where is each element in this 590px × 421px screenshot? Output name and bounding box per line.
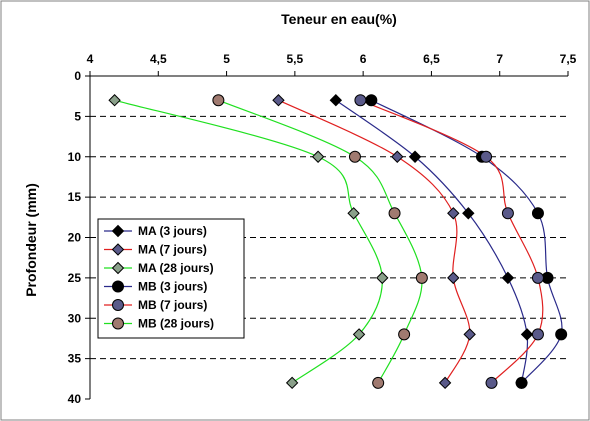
x-tick-label-0: 4	[87, 52, 94, 66]
legend-marker-3	[112, 280, 124, 293]
legend-label-0: MA (3 jours)	[138, 224, 207, 238]
legend-marker-0	[111, 224, 125, 238]
data-point-s5-2	[388, 207, 401, 220]
data-point-s5-4	[398, 328, 411, 341]
x-tick-label-2: 5	[223, 52, 230, 66]
x-tick-label-1: 4,5	[150, 52, 167, 66]
data-point-s1-4	[463, 328, 476, 341]
legend-label-5: MB (28 jours)	[138, 317, 214, 331]
data-point-s4-3	[531, 271, 544, 284]
legend-marker-1	[111, 243, 125, 256]
data-point-s4-1	[480, 150, 493, 163]
y-tick-label-4: 20	[68, 231, 82, 245]
x-tick-label-3: 5,5	[287, 52, 304, 66]
legend-label-1: MA (7 jours)	[138, 243, 207, 257]
data-point-s4-5	[485, 376, 498, 389]
data-point-s3-2	[531, 207, 544, 220]
legend-marker-5	[112, 317, 124, 330]
legend-marker-2	[111, 261, 125, 275]
data-point-s2-4	[352, 328, 366, 341]
legend-label-3: MB (3 jours)	[138, 280, 207, 294]
y-tick-label-2: 10	[68, 150, 82, 164]
data-point-s0-4	[520, 328, 534, 341]
data-point-s4-2	[501, 207, 514, 220]
data-point-s4-4	[531, 328, 544, 341]
legend-box	[97, 218, 245, 339]
data-point-s1-5	[438, 376, 452, 390]
y-tick-label-1: 5	[74, 109, 81, 123]
data-point-s3-5	[515, 376, 528, 389]
legend-marker-4	[112, 299, 124, 311]
data-point-s0-1	[408, 150, 422, 163]
x-tick-label-7: 7,5	[560, 52, 577, 66]
data-point-s3-4	[555, 328, 568, 341]
data-point-s5-1	[348, 150, 361, 163]
legend-label-2: MA (28 jours)	[138, 261, 214, 275]
data-point-s5-3	[415, 271, 428, 284]
y-tick-label-3: 15	[68, 190, 82, 204]
y-tick-label-7: 35	[68, 352, 82, 366]
data-point-s2-3	[376, 271, 389, 285]
data-point-s1-3	[447, 271, 460, 285]
data-point-s2-1	[311, 150, 325, 163]
x-tick-label-5: 6,5	[423, 52, 440, 66]
x-tick-label-4: 6	[360, 52, 367, 66]
y-tick-label-0: 0	[74, 69, 81, 83]
data-point-s1-1	[391, 150, 404, 163]
data-point-s2-0	[108, 94, 121, 107]
data-point-s0-0	[329, 94, 343, 107]
data-point-s4-0	[354, 94, 367, 107]
y-tick-label-8: 40	[68, 392, 82, 406]
x-tick-labels: 4 4,5 5 5,5 6 6,5 7 7,5	[87, 52, 577, 66]
x-tick-label-6: 7	[496, 52, 503, 66]
y-tick-label-5: 25	[68, 271, 82, 285]
y-tick-labels: 0 5 10 15 20 25 30 35 40	[68, 69, 82, 406]
data-point-s2-2	[347, 207, 360, 220]
legend-label-4: MB (7 jours)	[138, 298, 207, 312]
data-point-s2-5	[285, 376, 299, 390]
y-axis-title: Profondeur (mm)	[23, 183, 39, 297]
data-point-s1-0	[272, 94, 285, 107]
axes	[85, 71, 569, 400]
x-axis-title: Teneur en eau(%)	[281, 11, 397, 27]
data-point-s1-2	[447, 207, 460, 220]
series-markers	[108, 94, 568, 390]
data-point-s5-5	[372, 376, 385, 389]
data-point-s0-3	[501, 271, 515, 285]
data-point-s5-0	[212, 94, 225, 107]
y-tick-label-6: 30	[68, 311, 82, 325]
data-point-s3-0	[365, 94, 378, 107]
legend: MA (3 jours) MA (7 jours) MA (28 jours) MB …	[97, 218, 245, 339]
data-point-s0-2	[462, 207, 475, 220]
